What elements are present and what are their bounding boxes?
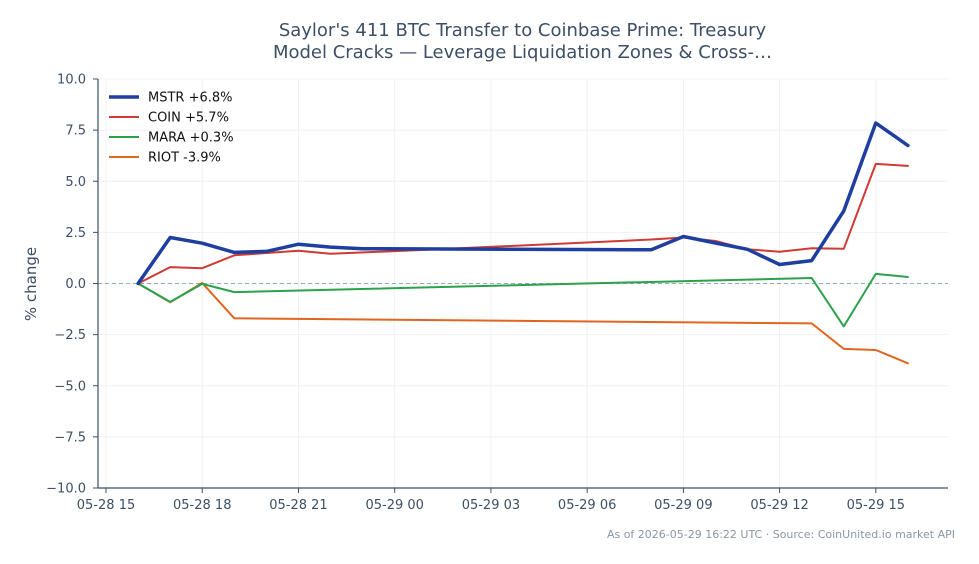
legend: MSTR +6.8% COIN +5.7% MARA +0.3% RIOT -3.9% [109, 91, 234, 166]
legend-label-riot: RIOT -3.9% [148, 151, 221, 166]
y-tick-label: −5.0 [54, 379, 86, 394]
x-tick-label: 05-29 06 [558, 498, 616, 513]
series-line-coin [137, 162, 909, 285]
legend-label-coin: COIN +5.7% [148, 111, 229, 126]
series-line-mara [137, 272, 909, 328]
series-line-mstr [136, 121, 910, 286]
x-tick-label: 05-29 15 [847, 498, 905, 513]
series-lines [136, 121, 910, 365]
chart-title-line-2: Model Cracks — Leverage Liquidation Zone… [272, 42, 773, 63]
chart-title: Saylor's 411 BTC Transfer to Coinbase Pr… [0, 20, 979, 64]
y-tick-label: 2.5 [65, 226, 86, 241]
source-footer: As of 2026-05-29 16:22 UTC · Source: Coi… [606, 528, 955, 541]
x-tick-label: 05-29 03 [462, 498, 520, 513]
chart-title-line-1: Saylor's 411 BTC Transfer to Coinbase Pr… [278, 20, 767, 41]
legend-label-mara: MARA +0.3% [148, 131, 234, 146]
y-tick-label: −10.0 [46, 482, 86, 497]
y-tick-label: −7.5 [54, 430, 86, 445]
x-tick-label: 05-29 12 [750, 498, 808, 513]
y-tick-label: 10.0 [57, 73, 86, 88]
x-tick-label: 05-29 09 [654, 498, 712, 513]
x-tick-label: 05-28 21 [269, 498, 327, 513]
y-tick-label: 0.0 [65, 277, 86, 292]
series-line-riot [137, 281, 909, 365]
axes: −10.0 −7.5 −5.0 −2.5 0.0 2.5 5.0 7.5 10.0 05-28 1… [46, 73, 948, 513]
y-tick-label: −2.5 [54, 328, 86, 343]
x-tick-label: 05-28 18 [173, 498, 231, 513]
legend-label-mstr: MSTR +6.8% [148, 91, 233, 106]
x-tick-label: 05-28 15 [77, 498, 135, 513]
x-tick-label: 05-29 00 [365, 498, 423, 513]
y-tick-label: 7.5 [65, 124, 86, 139]
y-tick-label: 5.0 [65, 175, 86, 190]
